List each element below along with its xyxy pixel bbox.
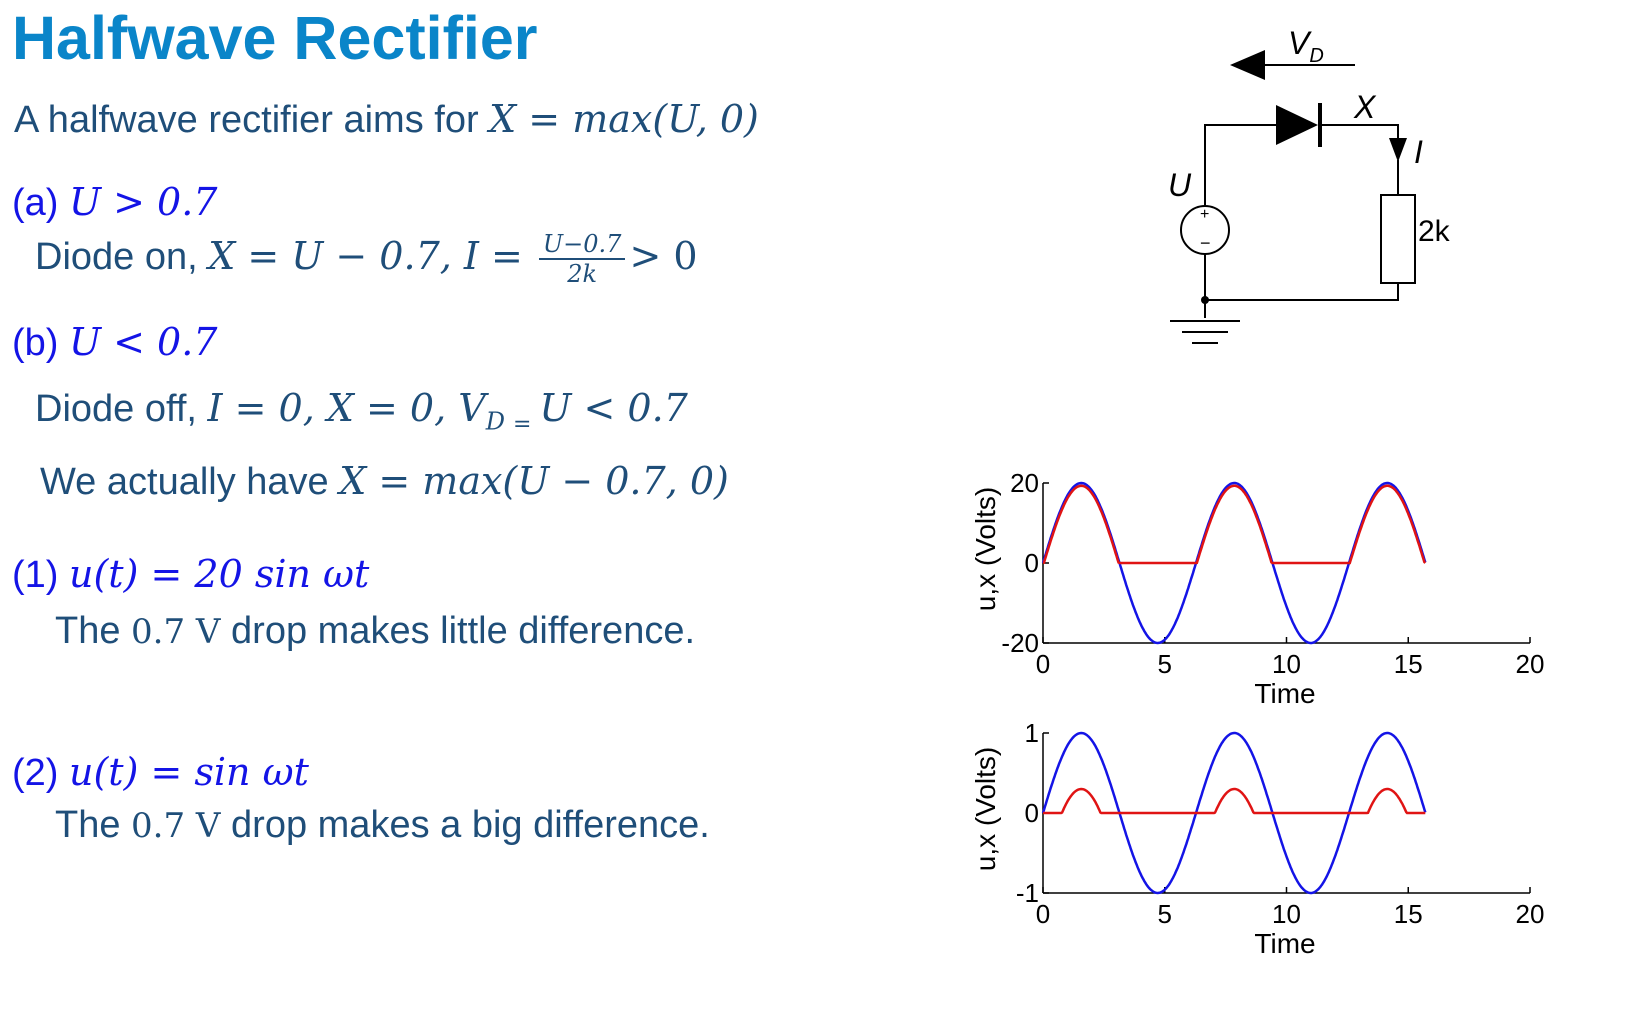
y-tick-label: 0 <box>1025 798 1039 828</box>
case-b-condition: U < 0.7 <box>69 320 218 364</box>
case-a-condition: U > 0.7 <box>69 180 218 224</box>
example-2-text-c: drop makes a big difference. <box>220 804 710 846</box>
example-2-voltage: 0.7 V <box>131 806 221 846</box>
case-b-text: Diode off, <box>35 388 208 430</box>
example-2-text-a: The <box>55 804 132 846</box>
y-tick-label: 1 <box>1025 718 1039 748</box>
minus-sign: − <box>1200 233 1211 253</box>
example-1-text-a: The <box>55 610 132 652</box>
plus-sign: + <box>1200 206 1209 223</box>
i-label: I <box>1414 134 1423 170</box>
x-tick-label: 20 <box>1516 899 1545 929</box>
actual-text: We actually have <box>40 461 340 503</box>
x-tick-label: 0 <box>1036 899 1050 929</box>
voltage-source-symbol <box>1180 205 1230 255</box>
x-tick-label: 15 <box>1394 649 1423 679</box>
x-axis-label: Time <box>1254 928 1315 959</box>
intro-line: A halfwave rectifier aims for X = max(U,… <box>14 100 759 139</box>
actual-line: We actually have X = max(U − 0.7, 0) <box>40 462 729 501</box>
y-tick-label: -20 <box>1001 628 1039 658</box>
resistor-symbol <box>1380 194 1416 284</box>
x-tick-label: 5 <box>1158 899 1172 929</box>
vd-label: VD <box>1288 25 1324 67</box>
case-b-detail: Diode off, I = 0, X = 0, VD = U < 0.7 <box>35 389 688 436</box>
intro-equation: X = max(U, 0) <box>489 97 759 141</box>
case-b-label: (b) <box>12 322 69 364</box>
chart-amplitude-1: u,x (Volts) Time 0 5 10 15 20-101 <box>970 718 1545 959</box>
current-arrow <box>1389 138 1407 162</box>
example-1-heading: (1) u(t) = 20 sin ωt <box>12 555 369 594</box>
x-tick-label: 15 <box>1394 899 1423 929</box>
example-2-note: The 0.7 V drop makes a big difference. <box>55 806 710 844</box>
actual-equation: X = max(U − 0.7, 0) <box>339 459 729 503</box>
circuit-diagram: VD X I 2k + − U <box>1168 25 1451 344</box>
output-wave-line <box>1042 484 1427 565</box>
intro-text: A halfwave rectifier aims for <box>14 99 490 141</box>
case-a-text: Diode on, <box>35 236 209 279</box>
case-a-label: (a) <box>12 182 69 224</box>
input-wave-line <box>1041 731 1427 895</box>
example-2-equation: u(t) = sin ωt <box>69 750 309 794</box>
case-b-eq1: I = 0, X = 0, <box>207 386 459 430</box>
x-tick-label: 20 <box>1516 649 1545 679</box>
case-a-detail: Diode on, X = U − 0.7, I = U−0.7 2k > 0 <box>35 232 698 286</box>
example-2-heading: (2) u(t) = sin ωt <box>12 753 309 792</box>
u-label: U <box>1168 167 1192 203</box>
case-b-vd-sub: D <box>485 407 505 436</box>
x-label: X <box>1353 89 1377 125</box>
diode-symbol <box>1276 103 1322 147</box>
example-1-label: (1) <box>12 554 69 596</box>
y-axis-label: u,x (Volts) <box>970 487 1001 611</box>
slide-title: Halfwave Rectifier <box>12 4 538 72</box>
case-b-heading: (b) U < 0.7 <box>12 323 217 362</box>
resistor-label: 2k <box>1418 215 1451 248</box>
example-1-text-c: drop makes little difference. <box>220 610 696 652</box>
circuit-wires <box>1204 124 1399 318</box>
output-wave-line <box>1043 787 1426 815</box>
case-a-heading: (a) U > 0.7 <box>12 183 217 222</box>
node-dot <box>1201 296 1209 304</box>
case-a-eq1: X = U − 0.7, I = <box>208 234 535 279</box>
x-axis-label: Time <box>1254 678 1315 709</box>
y-tick-label: 20 <box>1010 468 1039 498</box>
example-1-voltage: 0.7 V <box>131 612 221 652</box>
example-2-label: (2) <box>12 752 69 794</box>
case-b-vd: V <box>458 386 486 430</box>
fraction-numerator: U−0.7 <box>538 232 626 260</box>
ground-icon <box>1170 320 1240 344</box>
example-1-note: The 0.7 V drop makes little difference. <box>55 612 695 650</box>
x-tick-label: 5 <box>1158 649 1172 679</box>
case-a-fraction: U−0.7 2k <box>538 232 626 288</box>
case-b-eq-sign: = <box>512 412 532 437</box>
y-tick-label: -1 <box>1016 878 1039 908</box>
x-tick-label: 10 <box>1272 649 1301 679</box>
case-a-eq2: > 0 <box>629 234 698 279</box>
x-tick-label: 10 <box>1272 899 1301 929</box>
x-tick-label: 0 <box>1036 649 1050 679</box>
plot-area: 0 5 10 15 20-101 <box>1016 718 1545 929</box>
vd-arrow <box>1230 50 1355 80</box>
fraction-denominator: 2k <box>567 260 598 288</box>
y-tick-label: 0 <box>1025 548 1039 578</box>
example-1-equation: u(t) = 20 sin ωt <box>69 552 370 596</box>
case-b-eq2: U < 0.7 <box>539 386 688 430</box>
y-axis-label: u,x (Volts) <box>970 747 1001 871</box>
